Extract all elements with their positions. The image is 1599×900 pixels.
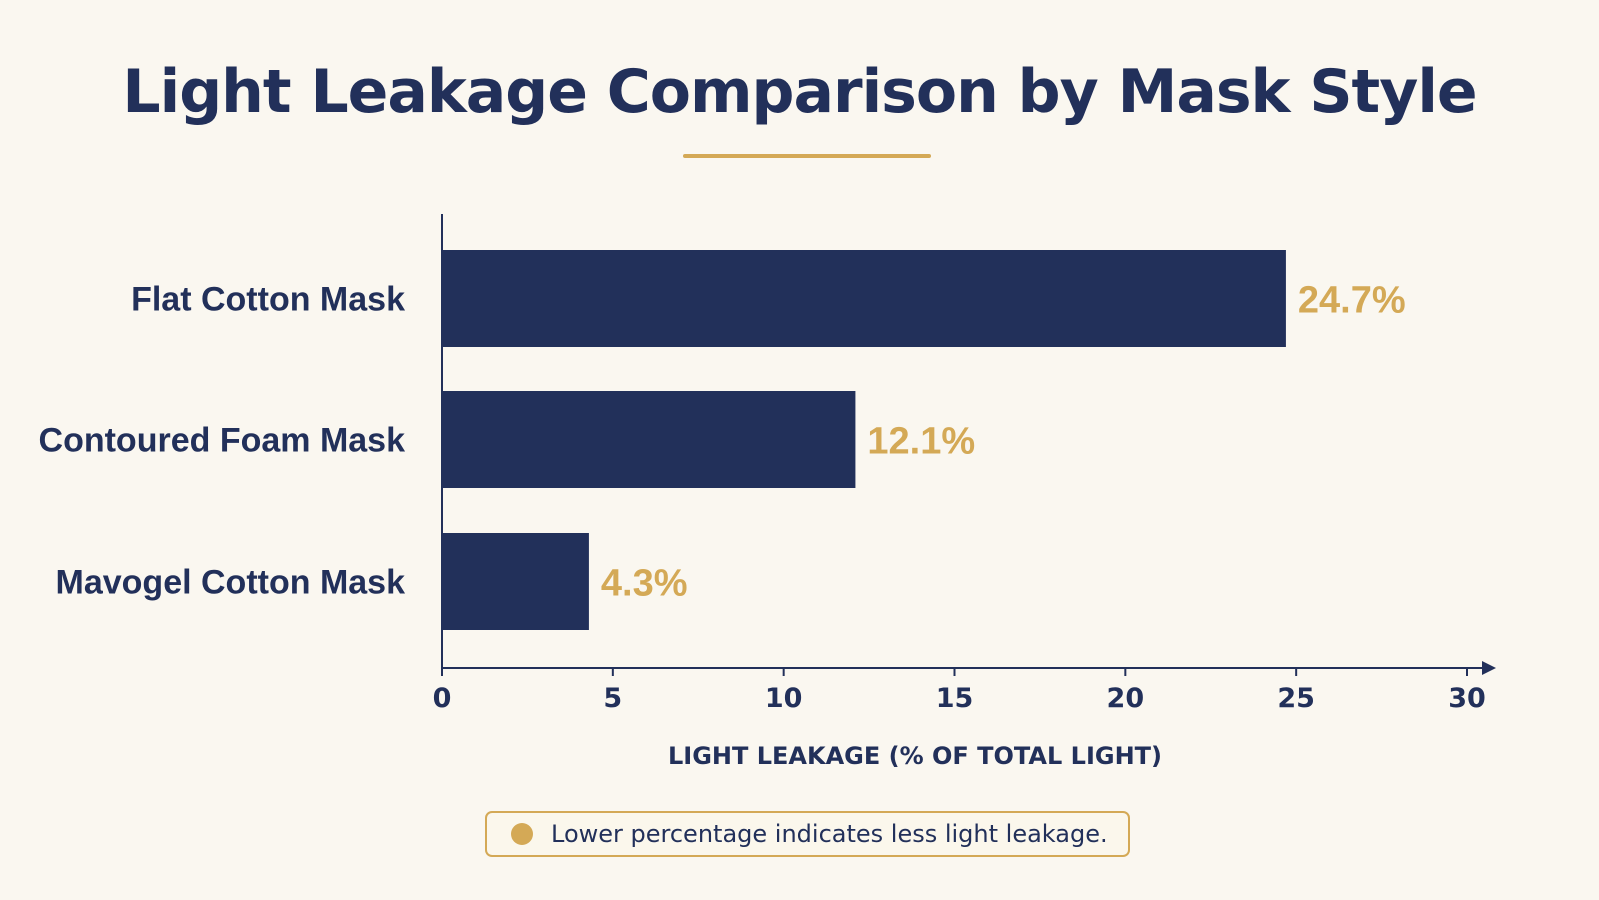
axes-layer: 0 5 10 15 20 25 30 — [433, 214, 1496, 714]
x-tick-label-0: 0 — [433, 683, 452, 714]
value-label-mavogel-cotton-mask: 4.3% — [601, 563, 688, 605]
note-box: Lower percentage indicates less light le… — [485, 811, 1130, 857]
note-text: Lower percentage indicates less light le… — [551, 820, 1108, 848]
chart-title: Light Leakage Comparison by Mask Style — [122, 57, 1477, 127]
x-axis-label: LIGHT LEAKAGE (% OF TOTAL LIGHT) — [668, 742, 1162, 770]
x-tick-label-10: 10 — [765, 683, 803, 714]
category-label-flat-cotton-mask: Flat Cotton Mask — [131, 281, 405, 319]
category-label-mavogel-cotton-mask: Mavogel Cotton Mask — [56, 564, 406, 602]
x-tick-label-15: 15 — [936, 683, 974, 714]
x-tick-label-20: 20 — [1107, 683, 1145, 714]
x-tick-label-5: 5 — [603, 683, 622, 714]
title-underline — [683, 154, 931, 158]
bar-flat-cotton-mask — [442, 250, 1286, 347]
bar-mavogel-cotton-mask — [442, 533, 589, 630]
bar-chart: Flat Cotton Mask 24.7% Contoured Foam Mask… — [39, 214, 1496, 770]
x-axis-arrow-icon — [1482, 661, 1496, 675]
bar-contoured-foam-mask — [442, 391, 856, 488]
note-dot-icon — [511, 823, 533, 845]
bars-layer: Flat Cotton Mask 24.7% Contoured Foam Mask… — [39, 250, 1406, 630]
category-label-contoured-foam-mask: Contoured Foam Mask — [39, 422, 406, 460]
value-label-contoured-foam-mask: 12.1% — [867, 421, 975, 463]
x-tick-label-30: 30 — [1448, 683, 1486, 714]
value-label-flat-cotton-mask: 24.7% — [1298, 280, 1406, 322]
x-tick-label-25: 25 — [1277, 683, 1315, 714]
